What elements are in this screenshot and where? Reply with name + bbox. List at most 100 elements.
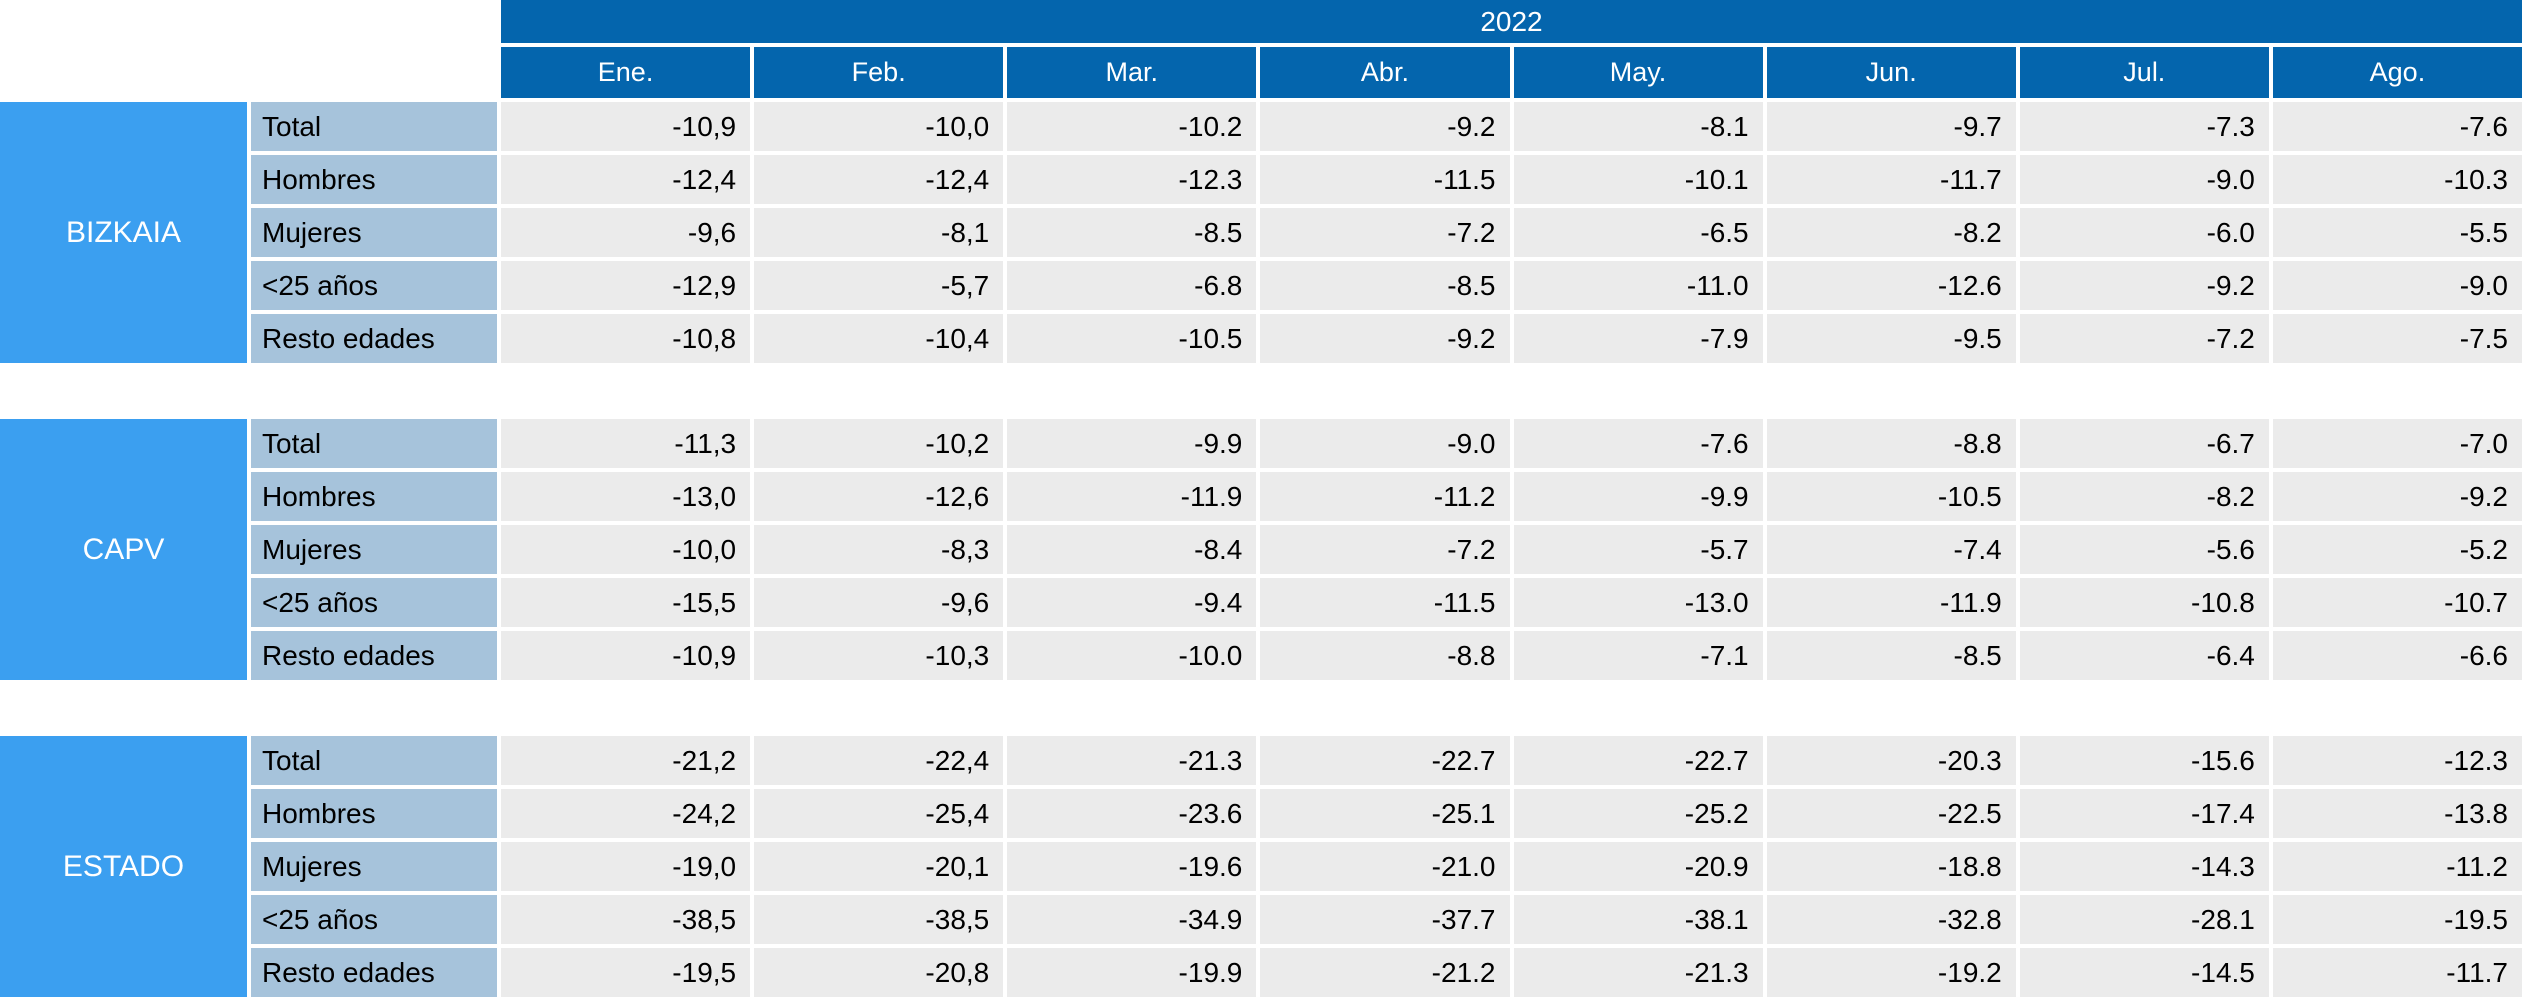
value-cell: -7.1	[1513, 631, 1763, 680]
month-header-abr: Abr.	[1260, 47, 1510, 98]
header-spacer	[0, 47, 497, 98]
value-cell: -12,6	[754, 472, 1004, 521]
value-cell: -10.3	[2272, 155, 2522, 204]
value-cell: -8.1	[1513, 102, 1763, 151]
value-cell: -21.3	[1007, 736, 1257, 785]
value-cell: -9.0	[1260, 419, 1510, 468]
value-cell: -9.2	[2019, 261, 2269, 310]
row-label: Hombres	[251, 789, 497, 838]
region-block-capv: CAPV Total -11,3 -10,2 -9.9 -9.0 -7.6 -8.8 -6.7-…	[0, 419, 2522, 680]
value-cell: -21.3	[1513, 948, 1763, 997]
year-header: 2022	[501, 0, 2522, 43]
value-cell: -5.6	[2019, 525, 2269, 574]
value-cell: -14.3	[2019, 842, 2269, 891]
value-cell: -37.7	[1260, 895, 1510, 944]
value-cell: -6.5	[1513, 208, 1763, 257]
value-cell: -6.8	[1007, 261, 1257, 310]
value-cell: -38,5	[501, 895, 751, 944]
value-cell: -7.6	[2272, 102, 2522, 151]
value-cell: -38.1	[1513, 895, 1763, 944]
value-cell: -21,2	[501, 736, 751, 785]
region-label-estado: ESTADO	[0, 736, 247, 997]
value-cell: -19.9	[1007, 948, 1257, 997]
value-cell: -20,1	[754, 842, 1004, 891]
region-block-estado: ESTADO Total -21,2 -22,4 -21.3 -22.7 -22.7 -20.…	[0, 736, 2522, 997]
value-cell: -25.2	[1513, 789, 1763, 838]
value-cell: -21.0	[1260, 842, 1510, 891]
row-label: Mujeres	[251, 525, 497, 574]
value-cell: -20.3	[1766, 736, 2016, 785]
value-cell: -24,2	[501, 789, 751, 838]
row-label: <25 años	[251, 578, 497, 627]
value-cell: -20.9	[1513, 842, 1763, 891]
row-label: Resto edades	[251, 314, 497, 363]
value-cell: -9,6	[501, 208, 751, 257]
row-label: Mujeres	[251, 208, 497, 257]
value-cell: -22.7	[1260, 736, 1510, 785]
value-cell: -8.8	[1260, 631, 1510, 680]
value-cell: -22,4	[754, 736, 1004, 785]
value-cell: -13,0	[501, 472, 751, 521]
value-cell: -8,3	[754, 525, 1004, 574]
value-cell: -5.5	[2272, 208, 2522, 257]
value-cell: -10.2	[1007, 102, 1257, 151]
row-label: Hombres	[251, 155, 497, 204]
value-cell: -10.5	[1007, 314, 1257, 363]
value-cell: -9.7	[1766, 102, 2016, 151]
value-cell: -8.5	[1007, 208, 1257, 257]
row-label: <25 años	[251, 895, 497, 944]
value-cell: -5.2	[2272, 525, 2522, 574]
year-header-row: 2022	[0, 0, 2522, 43]
row-label: <25 años	[251, 261, 497, 310]
value-cell: -6.0	[2019, 208, 2269, 257]
value-cell: -8.2	[2019, 472, 2269, 521]
value-cell: -7.5	[2272, 314, 2522, 363]
value-cell: -6.4	[2019, 631, 2269, 680]
value-cell: -28.1	[2019, 895, 2269, 944]
row-label: Hombres	[251, 472, 497, 521]
value-cell: -10,4	[754, 314, 1004, 363]
value-cell: -8.4	[1007, 525, 1257, 574]
value-cell: -19.6	[1007, 842, 1257, 891]
value-cell: -25,4	[754, 789, 1004, 838]
month-header-jul: Jul.	[2019, 47, 2269, 98]
value-cell: -15,5	[501, 578, 751, 627]
value-cell: -20,8	[754, 948, 1004, 997]
value-cell: -7.6	[1513, 419, 1763, 468]
value-cell: -10,8	[501, 314, 751, 363]
value-cell: -12,4	[501, 155, 751, 204]
value-cell: -25.1	[1260, 789, 1510, 838]
value-cell: -12.3	[1007, 155, 1257, 204]
value-cell: -19.5	[2272, 895, 2522, 944]
value-cell: -11.5	[1260, 155, 1510, 204]
value-cell: -23.6	[1007, 789, 1257, 838]
value-cell: -8.8	[1766, 419, 2016, 468]
value-cell: -7.0	[2272, 419, 2522, 468]
value-cell: -9.2	[1260, 102, 1510, 151]
value-cell: -11.2	[2272, 842, 2522, 891]
value-cell: -19.2	[1766, 948, 2016, 997]
value-cell: -7.2	[1260, 208, 1510, 257]
value-cell: -10.5	[1766, 472, 2016, 521]
value-cell: -21.2	[1260, 948, 1510, 997]
value-cell: -10,2	[754, 419, 1004, 468]
value-cell: -10,9	[501, 102, 751, 151]
value-cell: -9.2	[1260, 314, 1510, 363]
value-cell: -9.9	[1513, 472, 1763, 521]
value-cell: -12,9	[501, 261, 751, 310]
value-cell: -17.4	[2019, 789, 2269, 838]
value-cell: -15.6	[2019, 736, 2269, 785]
value-cell: -9,6	[754, 578, 1004, 627]
month-header-may: May.	[1513, 47, 1763, 98]
value-cell: -19,5	[501, 948, 751, 997]
value-cell: -9.9	[1007, 419, 1257, 468]
region-label-capv: CAPV	[0, 419, 247, 680]
value-cell: -19,0	[501, 842, 751, 891]
value-cell: -7.4	[1766, 525, 2016, 574]
value-cell: -9.0	[2019, 155, 2269, 204]
value-cell: -10,0	[754, 102, 1004, 151]
row-label: Mujeres	[251, 842, 497, 891]
value-cell: -10,9	[501, 631, 751, 680]
value-cell: -8.2	[1766, 208, 2016, 257]
value-cell: -10,3	[754, 631, 1004, 680]
